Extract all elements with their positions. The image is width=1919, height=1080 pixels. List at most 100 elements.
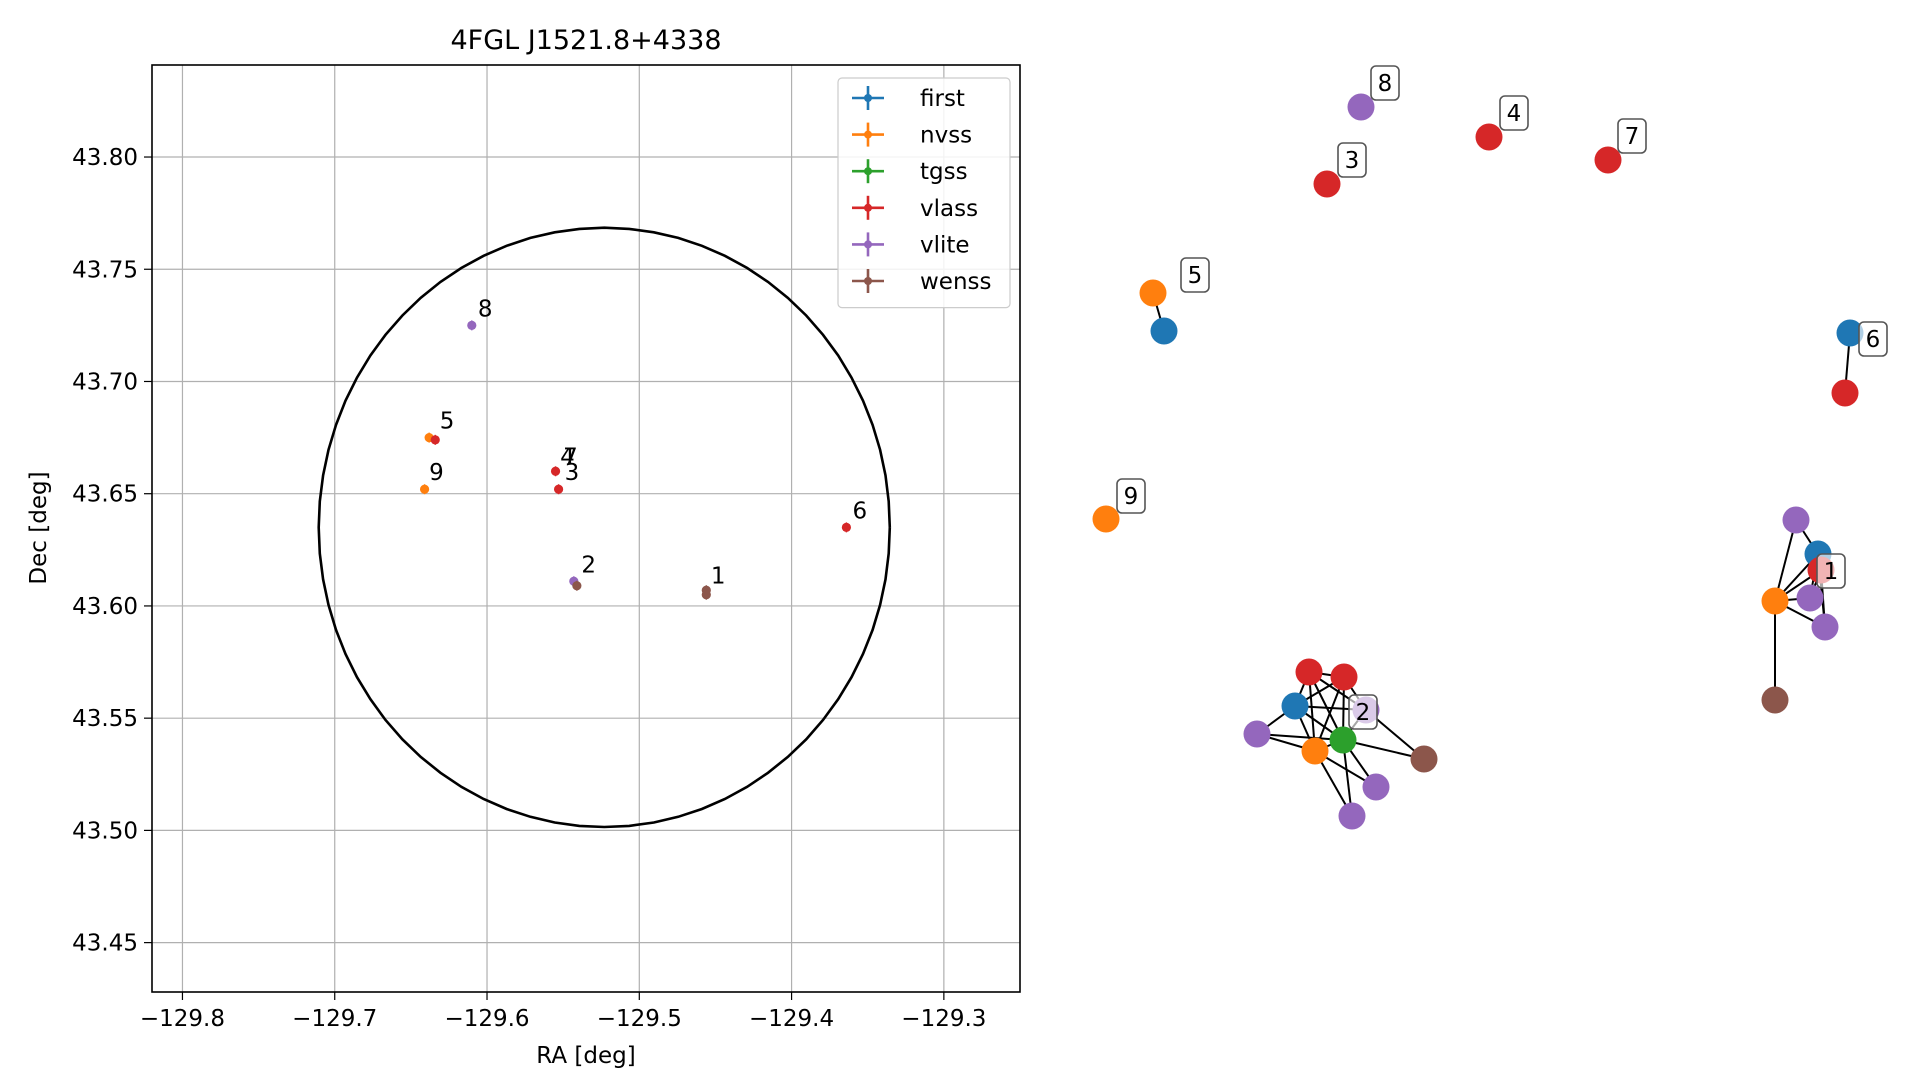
network-nodes [1092, 93, 1864, 830]
chart-title: 4FGL J1521.8+4338 [450, 25, 721, 56]
network-node [1796, 584, 1824, 612]
network-label: 6 [1858, 321, 1888, 357]
network-label: 1 [1816, 553, 1846, 589]
point-annotation: 4 [560, 445, 575, 471]
network-label-text: 1 [1824, 559, 1839, 585]
legend-marker-dot [864, 94, 872, 102]
network-node [1831, 379, 1859, 407]
point-annotation: 6 [852, 498, 867, 524]
network-label-box [1499, 95, 1529, 131]
point-annotations: 1 2 347 5 6 8 9 [429, 296, 867, 589]
y-tick-label: 43.50 [72, 818, 138, 844]
point-annotation: 3 [565, 460, 580, 486]
network-label-box [1617, 118, 1647, 154]
network-edge [1342, 739, 1425, 760]
network-label-box [1180, 257, 1210, 293]
plot-frame [151, 64, 1021, 993]
network-edge [1774, 519, 1797, 602]
point-vlass [553, 484, 564, 494]
legend: first nvss tgss vlass vlite wenss [837, 77, 1011, 309]
network-node [1330, 663, 1358, 691]
network-label-box [1337, 142, 1367, 178]
network-label: 2 [1348, 694, 1378, 730]
legend-label: vlass [920, 196, 978, 222]
network-node [1139, 279, 1167, 307]
scatter-panel: 4FGL J1521.8+4338 −129.8 −129.7 −129.6 −129… [26, 25, 1021, 1069]
axis-ticks: −129.8 −129.7 −129.6 −129.5 −129.4 −129.3 43.4… [72, 145, 986, 1032]
x-axis-label: RA [deg] [536, 1043, 635, 1069]
point-annotation: 2 [581, 552, 596, 578]
network-label-text: 6 [1866, 327, 1881, 353]
network-label-text: 2 [1356, 700, 1371, 726]
y-tick-label: 43.45 [72, 931, 138, 957]
y-tick-label: 43.60 [72, 594, 138, 620]
y-tick-label: 43.65 [72, 482, 138, 508]
point-annotation: 8 [478, 296, 493, 322]
network-label: 7 [1617, 118, 1647, 154]
legend-label: first [920, 86, 965, 112]
network-label-text: 3 [1345, 148, 1360, 174]
network-node [1347, 93, 1375, 121]
legend-marker-dot [864, 240, 872, 249]
network-label: 5 [1180, 257, 1210, 293]
network-label-box [1370, 65, 1400, 101]
point-vlite [467, 320, 477, 330]
network-node [1410, 745, 1438, 773]
legend-marker-dot [864, 203, 872, 212]
network-node [1362, 773, 1390, 801]
data-points [419, 320, 852, 600]
network-label-text: 7 [1625, 124, 1640, 150]
legend-entry-nvss: nvss [852, 122, 972, 149]
legend-entry-first: first [852, 86, 965, 112]
network-label: 8 [1370, 65, 1400, 101]
x-tick-label: −129.3 [901, 1006, 986, 1032]
network-label-box [1858, 321, 1888, 357]
y-axis-label: Dec [deg] [26, 471, 52, 584]
point-vlass [430, 435, 440, 445]
legend-label: tgss [920, 159, 968, 185]
legend-marker-dot [864, 130, 872, 139]
network-label-text: 8 [1378, 71, 1393, 97]
point-annotation: 9 [429, 460, 444, 486]
network-node [1150, 317, 1178, 345]
network-node [1329, 726, 1357, 754]
network-node [1811, 613, 1839, 641]
point-wenss [701, 585, 711, 595]
point-annotation: 5 [440, 409, 455, 435]
network-node [1338, 802, 1366, 830]
network-label: 3 [1337, 142, 1367, 178]
point-nvss [419, 484, 430, 494]
network-node [1243, 720, 1271, 748]
x-tick-label: −129.4 [749, 1006, 834, 1032]
y-tick-label: 43.80 [72, 145, 138, 171]
localization-ellipse [317, 226, 892, 829]
x-tick-label: −129.8 [140, 1006, 225, 1032]
network-label-box [1116, 478, 1146, 514]
network-node [1301, 737, 1329, 765]
x-tick-label: −129.7 [292, 1006, 377, 1032]
point-annotation: 7 [563, 445, 578, 471]
network-label: 4 [1499, 95, 1529, 131]
point-vlass [841, 522, 852, 532]
network-label-box [1816, 553, 1846, 589]
network-label: 9 [1116, 478, 1146, 514]
network-node [1313, 170, 1341, 198]
y-tick-label: 43.75 [72, 257, 138, 283]
legend-label: wenss [920, 269, 992, 295]
network-label-text: 5 [1188, 263, 1203, 289]
network-label-box [1348, 694, 1378, 730]
network-node [1092, 505, 1120, 533]
network-label-text: 4 [1507, 101, 1522, 127]
network-node [1836, 319, 1864, 347]
network-node [1761, 686, 1789, 714]
legend-marker-dot [864, 167, 872, 176]
point-wenss [572, 581, 582, 591]
legend-entry-wenss: wenss [852, 269, 992, 295]
y-tick-label: 43.55 [72, 706, 138, 732]
network-node [1295, 658, 1323, 686]
network-node [1281, 692, 1309, 720]
legend-entry-tgss: tgss [852, 159, 968, 185]
